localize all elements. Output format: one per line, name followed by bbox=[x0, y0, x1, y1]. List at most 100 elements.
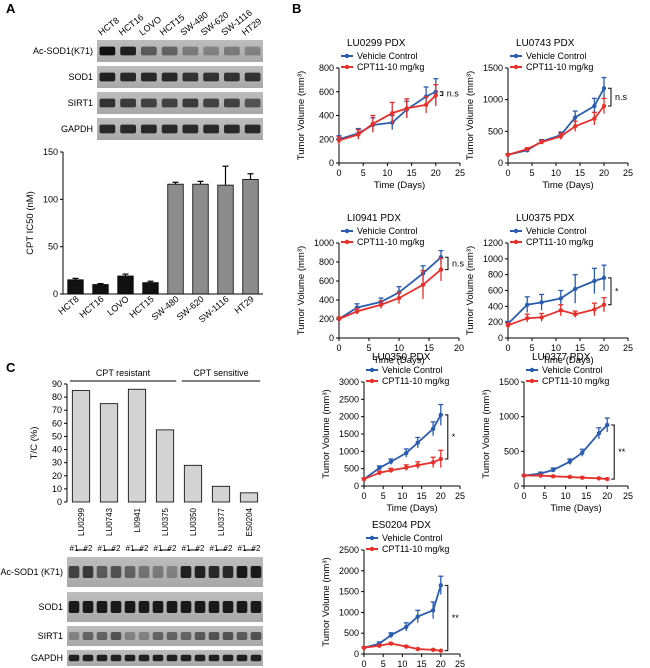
y-tick-label: 0 bbox=[354, 481, 359, 491]
legend-marker-cpt11-10-mg-kg bbox=[369, 378, 375, 384]
legend-marker-cpt11-10-mg-kg bbox=[529, 378, 535, 384]
blot-band bbox=[194, 566, 206, 578]
data-point bbox=[592, 278, 597, 284]
x-tick-label: 20 bbox=[436, 659, 446, 668]
data-point bbox=[601, 275, 607, 281]
blot-band bbox=[222, 632, 234, 640]
data-point bbox=[438, 267, 444, 272]
blot-band bbox=[140, 72, 157, 82]
data-point bbox=[404, 624, 409, 630]
x-tick-label-lu0375: LU0375 bbox=[161, 507, 170, 536]
data-point bbox=[404, 106, 409, 111]
blot-band bbox=[82, 632, 94, 640]
data-point bbox=[567, 459, 572, 464]
x-tick-label: 10 bbox=[397, 659, 407, 668]
data-point bbox=[580, 475, 585, 480]
replicate-label: #1 bbox=[182, 544, 191, 553]
data-point bbox=[558, 296, 563, 301]
x-tick-label: 25 bbox=[455, 491, 465, 501]
blot-label-sod1: SOD1 bbox=[68, 72, 93, 82]
blot-band bbox=[208, 566, 220, 578]
x-axis-label: Time (Days) bbox=[386, 503, 437, 514]
blot-label-gapdh: GAPDH bbox=[31, 653, 63, 663]
replicate-label: #2 bbox=[196, 544, 205, 553]
blot-strip-gapdh bbox=[97, 118, 263, 140]
legend-marker-vehicle-control bbox=[513, 53, 519, 59]
x-tick-label: 5 bbox=[381, 659, 386, 668]
bar-lu0377 bbox=[211, 485, 231, 503]
data-point bbox=[567, 474, 572, 480]
legend-label-vehicle-control: Vehicle Control bbox=[526, 226, 587, 236]
legend-marker-cpt11-10-mg-kg bbox=[513, 239, 519, 245]
x-tick-label-hct16: HCT16 bbox=[78, 294, 106, 320]
data-point bbox=[538, 473, 543, 478]
blot-band bbox=[182, 72, 199, 82]
x-axis-label: Time (Days) bbox=[374, 180, 425, 191]
y-tick-label: 500 bbox=[488, 126, 503, 136]
data-point bbox=[370, 121, 376, 127]
replicate-label: #1 bbox=[126, 544, 135, 553]
x-tick-label-es0204: ES0204 bbox=[245, 507, 254, 536]
x-tick-label: 20 bbox=[599, 168, 609, 178]
y-tick-label: 600 bbox=[319, 87, 334, 97]
y-tick-label: 500 bbox=[344, 628, 359, 638]
blot-band bbox=[244, 46, 261, 56]
y-tick-label: 3000 bbox=[339, 377, 359, 387]
replicate-label: #1 bbox=[154, 544, 163, 553]
data-point bbox=[550, 467, 556, 473]
data-point bbox=[605, 422, 610, 428]
panel-c-western-blot: #1 #2 #1 #2 #1 #2 #1 #2 #1 #2 #1 #2 #1 #2 Ac-SOD1 (K71… bbox=[0, 544, 263, 666]
x-tick-label: 5 bbox=[366, 343, 371, 353]
y-tick-label: 50 bbox=[48, 242, 58, 252]
bar-lu0375 bbox=[155, 429, 175, 503]
x-tick-label: 0 bbox=[505, 343, 510, 353]
significance-label: * bbox=[452, 432, 456, 442]
blot-band bbox=[166, 566, 178, 578]
blot-band bbox=[138, 632, 150, 640]
x-tick-label: 20 bbox=[431, 168, 441, 178]
panel-a-western-blot: HCT8HCT16LOVOHCT15SW-480SW-620SW-1116HT2… bbox=[33, 8, 263, 140]
data-point bbox=[377, 465, 382, 471]
data-point bbox=[601, 302, 607, 307]
replicate-label: #2 bbox=[168, 544, 177, 553]
blot-band bbox=[180, 566, 192, 578]
significance-bracket bbox=[608, 277, 612, 306]
blot-band bbox=[138, 566, 150, 578]
data-point bbox=[430, 460, 436, 465]
data-point bbox=[525, 302, 530, 307]
y-tick-label: 50 bbox=[52, 431, 62, 441]
y-tick-label: 1000 bbox=[483, 254, 503, 264]
blot-label-sirt1: SIRT1 bbox=[38, 631, 63, 641]
chart-title: LU0299 PDX bbox=[347, 38, 406, 49]
blot-band bbox=[124, 601, 136, 613]
blot-band bbox=[223, 124, 240, 134]
data-point bbox=[388, 633, 394, 638]
blot-band bbox=[68, 654, 80, 662]
blot-band bbox=[222, 601, 234, 613]
blot-band bbox=[152, 632, 164, 640]
data-point bbox=[580, 450, 585, 455]
data-point bbox=[539, 139, 544, 145]
legend-label-vehicle-control: Vehicle Control bbox=[357, 51, 418, 61]
blot-strip-sod1 bbox=[97, 66, 263, 88]
bar-lu0350 bbox=[183, 464, 203, 503]
chart-title: LU0350 PDX bbox=[372, 352, 431, 363]
blot-band bbox=[180, 632, 192, 640]
chart-title: ES0204 PDX bbox=[372, 520, 431, 531]
data-point bbox=[592, 103, 597, 109]
blot-band bbox=[82, 601, 94, 613]
bar-hct16 bbox=[92, 284, 109, 295]
chart-title: LU0375 PDX bbox=[516, 213, 575, 224]
x-axis-label: Time (Days) bbox=[373, 355, 424, 366]
series-line-cpt11-10-mg-kg bbox=[338, 94, 437, 142]
replicate-label: #2 bbox=[112, 544, 121, 553]
data-point bbox=[596, 476, 602, 481]
blot-band bbox=[152, 566, 164, 578]
data-point bbox=[378, 302, 384, 307]
data-point bbox=[601, 86, 607, 91]
significance-label: ** bbox=[618, 447, 626, 457]
data-point bbox=[573, 286, 578, 292]
x-tick-label-lu0743: LU0743 bbox=[105, 507, 114, 536]
series-line-vehicle-control bbox=[523, 424, 608, 477]
blot-band bbox=[124, 632, 136, 640]
